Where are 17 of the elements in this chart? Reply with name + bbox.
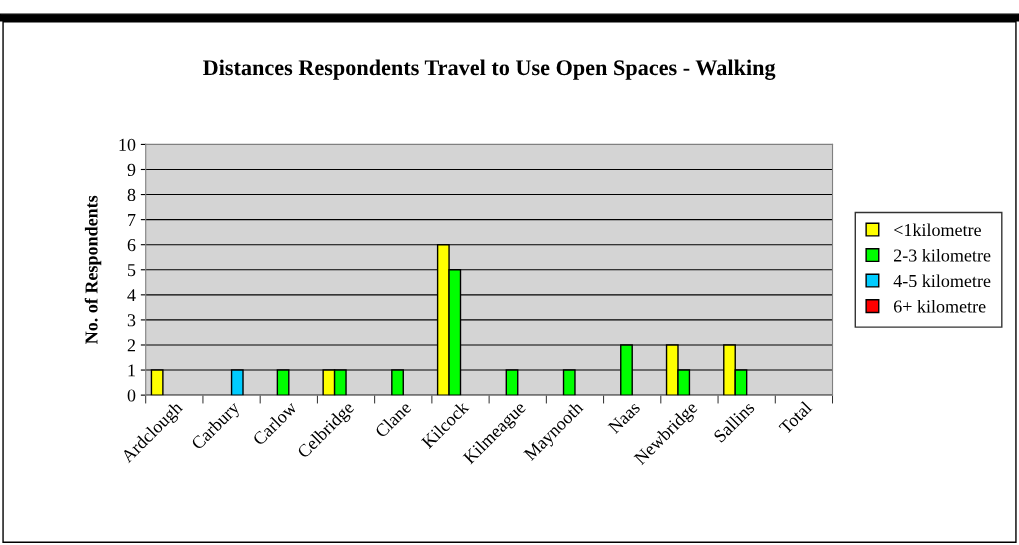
- y-tick-label: 8: [127, 188, 136, 202]
- y-tick-label: 7: [128, 214, 136, 226]
- legend-label: <1kilometre: [894, 223, 981, 237]
- y-axis-title: No. of Respondents: [84, 195, 102, 344]
- y-tick-label: 5: [128, 264, 136, 277]
- y-tick-label: 1: [128, 364, 135, 377]
- y-tick-label: 10: [119, 138, 136, 151]
- legend-label: 6+ kilometre: [893, 299, 986, 313]
- y-tick-label: 4: [127, 289, 136, 302]
- y-tick-label: 3: [127, 314, 136, 327]
- y-tick-label: 2: [127, 339, 135, 352]
- y-tick-label: 6: [127, 239, 136, 252]
- y-tick-label: 0: [127, 389, 136, 402]
- legend-label: 2-3 kilometre: [894, 248, 991, 262]
- y-tick-label: 9: [127, 163, 136, 176]
- chart-title: Distances Respondents Travel to Use Open Spaces - Walking: [203, 59, 776, 80]
- legend-label: 4-5 kilometre: [893, 274, 991, 288]
